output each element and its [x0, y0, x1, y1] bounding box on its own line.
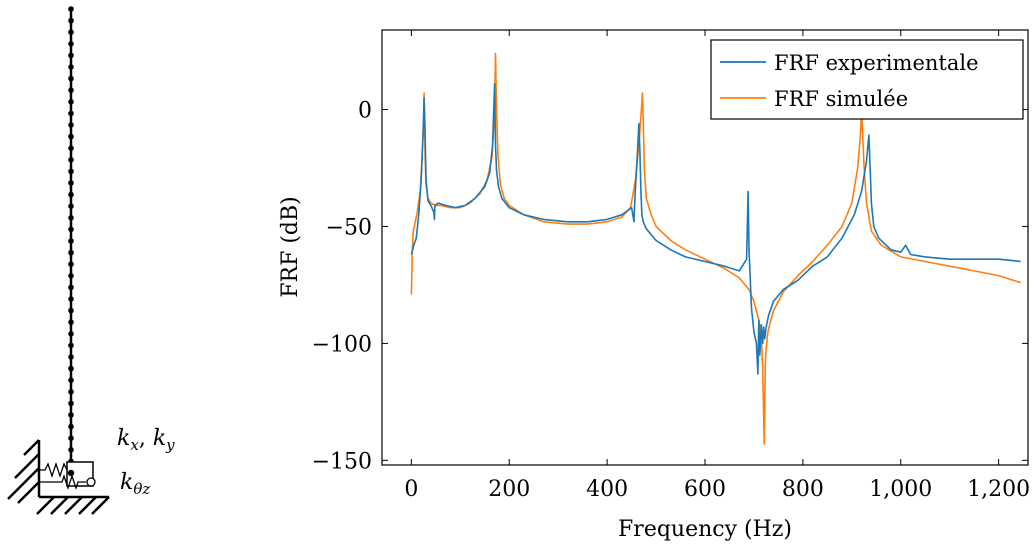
x-tick-label: 400 [586, 477, 628, 502]
support-node [67, 469, 75, 477]
beam-node [68, 75, 74, 82]
beam-node [68, 249, 74, 256]
series-layer [410, 52, 1021, 445]
beam-node [68, 180, 74, 186]
beam-node [68, 41, 74, 47]
y-tick-label: 0 [358, 99, 372, 124]
beam-node [68, 99, 74, 105]
beam-node [68, 447, 74, 453]
beam-node [68, 203, 74, 209]
beam-node [68, 133, 74, 140]
beam-node [68, 423, 74, 430]
beam-node [68, 168, 74, 175]
beam-node [68, 191, 74, 198]
beam-node [68, 52, 74, 59]
x-tick-label: 1,000 [869, 477, 932, 502]
beam-node [68, 87, 74, 93]
x-tick-label: 600 [684, 477, 726, 502]
frf-chart: 0 200 400 600 800 1,000 1,200 −150 −100 −50 0 Freq… [278, 29, 1030, 542]
beam-node [68, 284, 74, 291]
beam-node [68, 110, 74, 117]
beam-node [68, 412, 74, 418]
beam-node [68, 29, 74, 35]
legend-box [710, 39, 1024, 120]
y-tick-label: −50 [326, 215, 372, 240]
beam-node [68, 157, 74, 163]
beam-node [68, 6, 74, 12]
beam-node [68, 319, 74, 326]
beam-node [68, 145, 74, 151]
beam-node [68, 226, 74, 233]
axis-ticks: 0 200 400 600 800 1,000 1,200 −150 −100 −50 0 [312, 30, 1030, 502]
beam-node [68, 400, 74, 407]
beam-node [68, 215, 74, 221]
label-kx-ky: kx, ky [117, 426, 175, 454]
wall-vertical-hatching [7, 439, 40, 504]
y-axis-label: FRF (dB) [278, 196, 303, 298]
rotation-hinge-icon [86, 477, 96, 487]
beam-node [68, 377, 74, 384]
beam-node [68, 296, 74, 302]
translation-spring-icon [39, 461, 68, 479]
beam-node [68, 389, 74, 395]
legend-label-experimental: FRF experimentale [774, 51, 979, 75]
x-tick-label: 800 [782, 477, 824, 502]
beam-node [68, 307, 74, 314]
beam-node [68, 238, 74, 244]
beam-node [68, 365, 74, 372]
x-axis-label: Frequency (Hz) [618, 517, 792, 542]
x-tick-label: 200 [488, 477, 530, 502]
x-tick-label: 0 [404, 477, 418, 502]
series-line-experimental [410, 83, 1021, 375]
beam-node [68, 17, 74, 24]
beam-node [68, 261, 74, 268]
legend-label-simulated: FRF simulée [774, 87, 908, 111]
beam-node [68, 435, 74, 442]
y-tick-label: −100 [312, 332, 372, 357]
x-tick-label: 1,200 [967, 477, 1030, 502]
beam-node [68, 64, 74, 70]
beam-nodes [68, 6, 74, 476]
beam-node [68, 354, 74, 360]
beam-model-diagram: kx, ky kθz [7, 6, 175, 515]
label-k-theta-z: kθz [120, 470, 150, 498]
beam-node [68, 331, 74, 337]
beam-node [68, 273, 74, 279]
y-tick-label: −150 [312, 449, 372, 474]
wall-ground-hatching [36, 496, 110, 515]
rotation-spring-icon [39, 473, 86, 491]
beam-node [68, 122, 74, 128]
beam-node [68, 342, 74, 349]
legend: FRF experimentale FRF simulée [710, 39, 1024, 120]
series-line-simulated [410, 52, 1021, 445]
